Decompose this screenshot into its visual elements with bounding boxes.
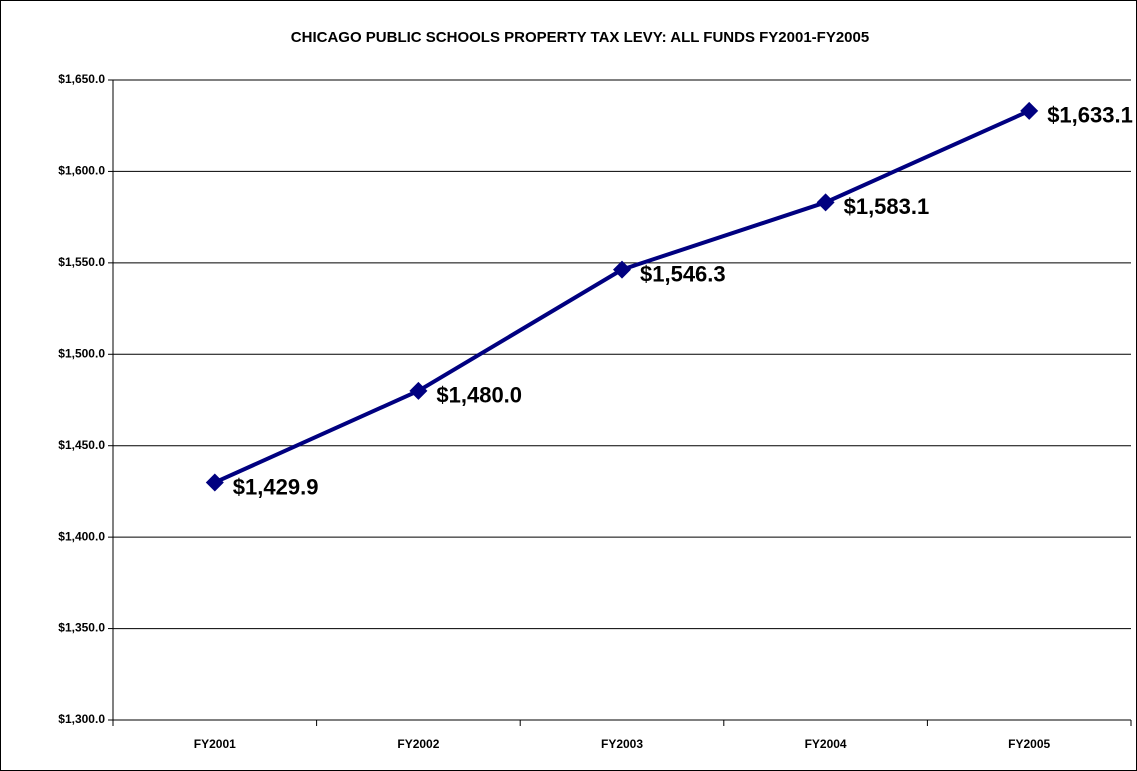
marker bbox=[409, 381, 428, 400]
x-tick-label: FY2001 bbox=[194, 737, 236, 751]
y-tick-label: $1,500.0 bbox=[58, 346, 105, 360]
data-label: $1,546.3 bbox=[640, 261, 726, 286]
x-tick-label: FY2002 bbox=[397, 737, 439, 751]
marker bbox=[205, 473, 224, 492]
marker bbox=[816, 193, 835, 212]
y-tick-label: $1,400.0 bbox=[58, 529, 105, 543]
marker bbox=[613, 260, 631, 279]
y-tick-label: $1,450.0 bbox=[58, 438, 105, 452]
x-tick-label: FY2005 bbox=[1008, 737, 1050, 751]
data-label: $1,583.1 bbox=[844, 194, 930, 219]
x-tick-label: FY2004 bbox=[805, 737, 847, 751]
marker bbox=[1020, 101, 1039, 120]
data-label: $1,429.9 bbox=[233, 474, 319, 499]
y-tick-label: $1,300.0 bbox=[58, 712, 105, 726]
data-label: $1,480.0 bbox=[436, 383, 522, 408]
y-tick-label: $1,600.0 bbox=[58, 164, 105, 178]
y-tick-label: $1,550.0 bbox=[58, 255, 105, 269]
y-tick-label: $1,350.0 bbox=[58, 621, 105, 635]
y-tick-label: $1,650.0 bbox=[58, 72, 105, 86]
chart-title: CHICAGO PUBLIC SCHOOLS PROPERTY TAX LEVY… bbox=[291, 29, 869, 46]
data-label: $1,633.1 bbox=[1047, 103, 1133, 128]
x-tick-label: FY2003 bbox=[601, 737, 643, 751]
